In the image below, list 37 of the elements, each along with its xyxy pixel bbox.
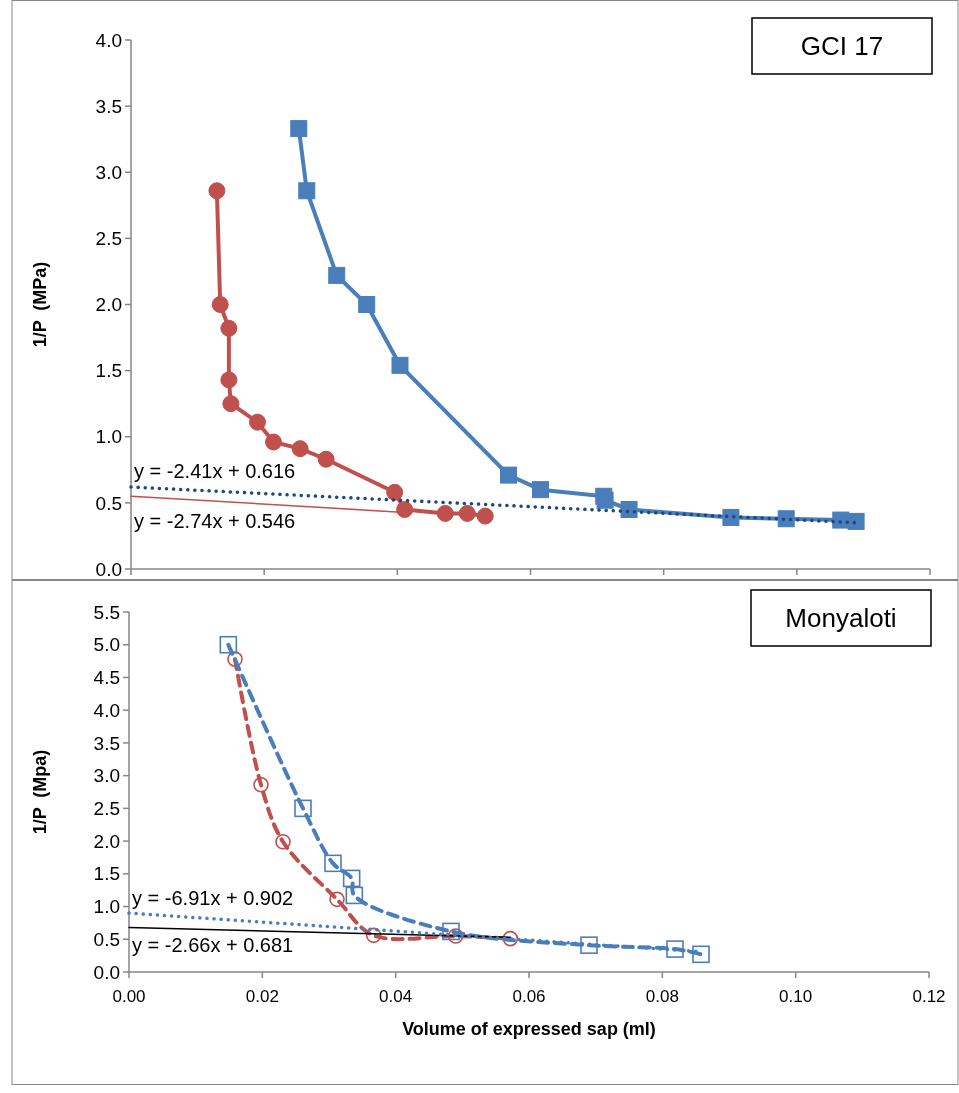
y-tick-label: 3.5 — [95, 95, 122, 117]
y-tick-label: 2.0 — [95, 294, 122, 316]
y-tick-label: 2.5 — [95, 228, 122, 250]
y-tick-label: 3.5 — [93, 732, 120, 754]
y-tick-label: 1.5 — [93, 863, 120, 885]
chart-title: Monyaloti — [785, 603, 897, 634]
y-tick-label: 1.5 — [95, 360, 122, 382]
x-tick-label: 0.08 — [645, 987, 679, 1006]
y-tick-label: 5.0 — [93, 634, 120, 656]
x-tick-label: 0.06 — [512, 987, 546, 1006]
x-tick-label: 0.02 — [245, 987, 279, 1006]
x-tick-label: 0.10 — [779, 987, 813, 1006]
chart-title: GCI 17 — [800, 31, 884, 62]
x-tick-label: 0.12 — [912, 987, 946, 1006]
y-tick-label: 3.0 — [95, 161, 122, 183]
y-tick-label: 0.5 — [95, 492, 122, 514]
y-tick-label: 5.5 — [93, 601, 120, 623]
y-axis-title: 1/P (Mpa) — [30, 749, 50, 835]
y-tick-label: 0.0 — [93, 961, 120, 983]
y-tick-label: 1.0 — [93, 896, 120, 918]
x-axis-title: Volume of expressed sap (ml) — [402, 1019, 656, 1039]
y-tick-label: 0.5 — [93, 928, 120, 950]
annotation: y = -2.66x + 0.681 — [132, 934, 294, 956]
annotation: y = -2.41x + 0.616 — [134, 460, 296, 482]
y-tick-label: 4.0 — [95, 29, 122, 51]
y-tick-label: 0.0 — [95, 558, 122, 580]
y-tick-label: 3.0 — [93, 765, 120, 787]
y-axis-title: 1/P (MPa) — [30, 261, 50, 348]
y-tick-label: 2.5 — [93, 798, 120, 820]
y-tick-label: 2.0 — [93, 830, 120, 852]
y-tick-label: 4.0 — [93, 699, 120, 721]
x-tick-label: 0.00 — [112, 987, 146, 1006]
y-tick-label: 4.5 — [93, 667, 120, 689]
y-tick-label: 1.0 — [95, 426, 122, 448]
annotation: y = -6.91x + 0.902 — [132, 887, 294, 909]
x-tick-label: 0.04 — [379, 987, 413, 1006]
annotation: y = -2.74x + 0.546 — [134, 510, 296, 532]
